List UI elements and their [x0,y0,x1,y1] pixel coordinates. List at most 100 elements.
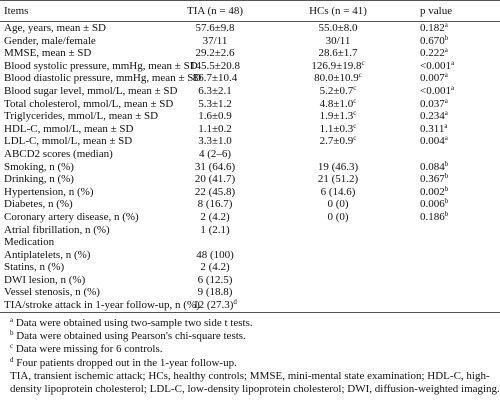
table-cell: 5.2±0.7c [258,84,418,98]
table-row: Blood diastolic pressure, mmHg, mean ± S… [0,72,500,85]
header-row: Items TIA (n = 48) HCs (n = 41) p value [0,0,500,22]
footnote: c Data were missing for 6 controls. [0,343,500,356]
table-cell: 0.222a [418,47,500,60]
cell-text: 28.6±1.7 [318,47,358,60]
cell-text: 19 (46.3) [317,160,359,173]
table-cell: 0.004a [418,135,500,148]
footnote-text: Four patients dropped out in the 1-year … [16,356,237,369]
table-row: ABCD2 scores (median) 4 (2–6) [0,148,500,161]
cell-text: 0.222 [420,47,445,60]
cell-text: 2 (4.2) [200,210,230,223]
table-cell [418,249,500,262]
cell-text: Hypertension, n (%) [4,185,94,198]
table-cell: Vessel stenosis, n (%) [0,286,172,299]
cell-text: 12 (27.3) [193,299,234,312]
cell-text: 0.006 [420,198,445,211]
table-row: MMSE, mean ± SD 29.2±2.6 28.6±1.7 0.222a [0,47,500,60]
table-cell: HDL-C, mmol/L, mean ± SD [0,123,172,136]
table-cell: 48 (100) [172,249,258,262]
table-row: Smoking, n (%) 31 (64.6) 19 (46.3) 0.084b [0,159,500,174]
table-cell: 20 (41.7) [172,173,258,186]
table-row: Drinking, n (%) 20 (41.7) 21 (51.2) 0.367b [0,173,500,186]
table-cell [258,236,418,249]
table-cell: 29.2±2.6 [172,47,258,60]
cell-text: 9 (18.8) [197,286,233,299]
cell-text: Drinking, n (%) [4,173,74,186]
cell-text: 1 (2.1) [200,223,230,236]
footnote-marker: d [233,298,237,307]
table-row: Statins, n (%) 2 (4.2) [0,261,500,274]
cell-text: Smoking, n (%) [4,160,74,173]
header-cell: p value [418,0,500,22]
cell-text: 0.186 [420,210,445,223]
table-cell: Medication [0,236,172,249]
table-cell [258,274,418,287]
cell-text: <0.001 [420,59,451,72]
cell-text: 0.182 [420,22,445,34]
table-cell [418,299,500,313]
table-cell: Diabetes, n (%) [0,198,172,211]
cell-text: Atrial fibrillation, n (%) [4,223,110,236]
cell-text: 5.2±0.7 [319,84,354,97]
cell-text: 0.670 [420,34,445,47]
footnote-marker: b [444,33,449,42]
footnote-text: Data were obtained using two-sample two … [15,316,253,329]
table-body: Age, years, mean ± SD 57.6±9.8 55.0±8.0 0.1… [0,22,500,313]
footnote-marker: c [353,96,357,105]
table-cell: Atrial fibrillation, n (%) [0,224,172,237]
footnote-text: Data were missing for 6 controls. [15,343,163,356]
footnote-marker: a [444,109,448,118]
cell-text: ABCD2 scores (median) [4,147,113,160]
table-cell: 80.0±10.9c [258,72,418,85]
table-row: Triglycerides, mmol/L, mean ± SD 1.6±0.9 1… [0,110,500,123]
cell-text: 0.367 [420,173,445,186]
table-cell: ABCD2 scores (median) [0,148,172,161]
table-cell: 0.186b [418,210,500,224]
footnote-marker: a [450,58,455,67]
table-cell: 0.007a [418,72,500,85]
table-cell: 6 (12.5) [172,274,258,287]
table-cell: 28.6±1.7 [258,47,418,60]
cell-text: 126.9±19.8 [311,59,362,72]
table-cell [418,236,500,249]
table-cell: 2.7±0.9c [258,135,418,148]
table-row: Medication [0,236,500,249]
header-cell: TIA (n = 48) [172,0,258,22]
table-cell: TIA/stroke attack in 1-year follow-up, n… [0,299,200,313]
footnote: b Data were obtained using Pearson's chi… [0,329,500,343]
cell-text: Total cholesterol, mmol/L, mean ± SD [4,97,174,110]
table-row: LDL-C, mmol/L, mean ± SD 3.3±1.0 2.7±0.9c 0… [0,135,500,148]
table-cell: 31 (64.6) [172,161,258,174]
table-cell: 30/11 [258,35,418,48]
table-cell: 6.3±2.1 [172,85,258,98]
footnote-marker: c [358,71,362,80]
footnote-text: Data were obtained using Pearson's chi-s… [16,329,246,342]
table-row: Total cholesterol, mmol/L, mean ± SD 5.3±… [0,96,500,111]
table-cell [258,224,418,237]
table-cell: Total cholesterol, mmol/L, mean ± SD [0,97,174,111]
table-row: DWI lesion, n (%) 6 (12.5) [0,274,500,287]
cell-text: 0.004 [420,135,445,148]
footnote-marker: b [444,159,449,168]
table-cell: 2 (4.2) [172,261,258,274]
footnote-marker: c [353,109,357,118]
table-cell [258,286,418,299]
table-cell: Blood sugar level, mmol/L, mean ± SD [0,85,177,98]
header-cell: Items [0,0,172,22]
table-cell: 19 (46.3) [258,161,418,174]
cell-text: Statins, n (%) [4,261,65,274]
cell-text: 1.9±1.3 [319,110,354,123]
table-row: Age, years, mean ± SD 57.6±9.8 55.0±8.0 0.1… [0,22,500,35]
table-cell: 0.367b [418,173,500,186]
table-cell: 12 (27.3)d [172,298,258,313]
table-cell: 6 (14.6) [258,186,418,199]
header-cell: HCs (n = 41) [258,0,418,22]
cell-text: 80.0±10.9 [314,72,359,85]
footnote-marker: d [10,355,14,364]
table-cell: 0 (0) [258,198,418,211]
table-cell: 0.002b [418,185,500,199]
table-cell [258,249,418,262]
table-cell: 8 (16.7) [172,198,258,211]
table-row: Vessel stenosis, n (%) 9 (18.8) [0,286,500,299]
cell-text: 4.8±1.0 [319,97,354,110]
